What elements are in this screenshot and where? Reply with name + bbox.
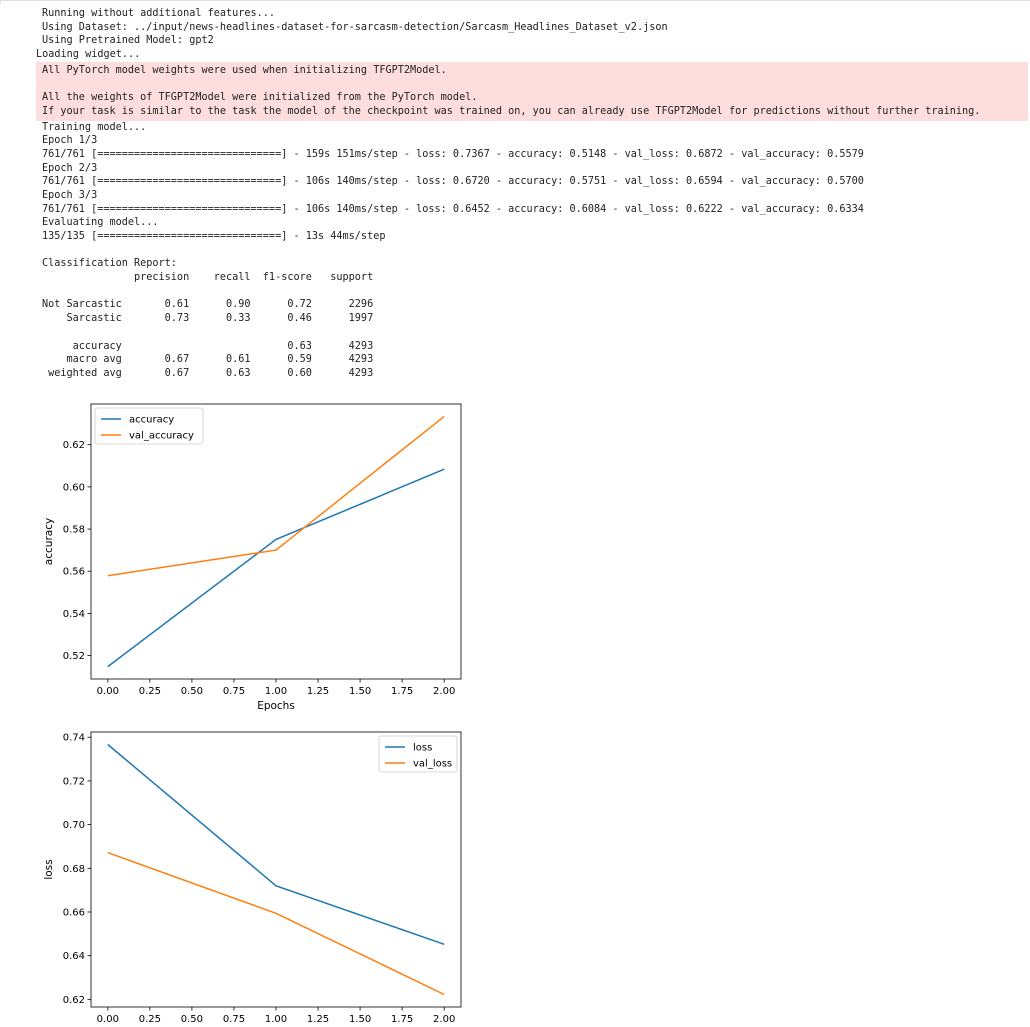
x-tick-label: 1.00 (265, 686, 287, 697)
log-line: Using Dataset: ../input/news-headlines-d… (42, 21, 668, 33)
accuracy-chart: 0.00 0.25 0.50 0.75 1.00 1.25 1.50 1.75 2.00 0.52… (43, 403, 462, 712)
log-line: 761/761 [==============================]… (42, 203, 864, 215)
report-row: accuracy 0.63 4293 (42, 340, 374, 352)
x-tick-label: 1.25 (307, 686, 329, 697)
report-row: weighted avg 0.67 0.63 0.60 4293 (42, 367, 374, 379)
series-line-val_loss (107, 851, 445, 996)
legend-box (94, 407, 204, 445)
y-tick-label: 0.70 (63, 820, 85, 831)
x-tick-label: 0.50 (181, 1014, 203, 1025)
log-line: Running without additional features... (42, 8, 276, 19)
x-tick-label: 2.00 (433, 686, 455, 697)
x-tick-label: 1.00 (265, 1014, 287, 1025)
stderr-line: If your task is similar to the task the … (42, 105, 981, 117)
x-tick-label: 1.75 (391, 686, 413, 697)
legend-label-val_loss: val_loss (413, 759, 452, 770)
log-line: 135/135 [==============================]… (42, 231, 386, 242)
x-tick-label: 1.50 (349, 686, 371, 697)
y-tick-label: 0.52 (63, 651, 85, 662)
y-tick-label: 0.72 (63, 776, 85, 787)
log-line: Epoch 1/3 (42, 135, 98, 147)
loss-chart: 0.00 0.25 0.50 0.75 1.00 1.25 1.50 1.75 2.00 0.62… (43, 731, 462, 1025)
y-tick-label: 0.58 (63, 525, 85, 536)
x-tick-label: 1.50 (349, 1014, 371, 1025)
log-line: 761/761 [==============================]… (42, 176, 864, 188)
legend-label-val_accuracy: val_accuracy (129, 431, 194, 442)
cell-output: Running without additional features... U… (0, 7, 1030, 381)
log-line: Training model... (42, 121, 147, 133)
y-tick-label: 0.62 (63, 440, 85, 451)
y-tick-label: 0.68 (63, 864, 85, 875)
series-line-accuracy (107, 468, 445, 668)
x-tick-label: 0.25 (139, 1014, 161, 1025)
stderr-output: All PyTorch model weights were used when… (36, 61, 1028, 121)
x-tick-label: 1.75 (391, 1014, 413, 1025)
classification-report: precision recall f1-score support Not Sa… (0, 271, 1030, 381)
report-row: macro avg 0.67 0.61 0.59 4293 (42, 354, 374, 366)
series-line-loss (107, 743, 445, 946)
stderr-line: All PyTorch model weights were used when… (42, 64, 447, 76)
log-line: Epoch 3/3 (42, 189, 98, 201)
log-line: Epoch 2/3 (42, 162, 98, 174)
x-tick-label: 0.75 (223, 1014, 245, 1025)
y-tick-label: 0.62 (63, 995, 85, 1006)
stderr-line (42, 77, 1028, 91)
y-axis-label: loss (43, 859, 55, 879)
y-tick-label: 0.74 (63, 733, 85, 744)
report-row: Not Sarcastic 0.61 0.90 0.72 2296 (42, 299, 374, 311)
log-line: 761/761 [==============================]… (42, 148, 864, 160)
log-line: Using Pretrained Model: gpt2 (42, 35, 214, 47)
y-tick-label: 0.56 (63, 567, 85, 578)
x-tick-label: 0.25 (139, 686, 161, 697)
plot-frame (90, 731, 462, 1008)
log-line (0, 244, 1030, 258)
stderr-line: All the weights of TFGPT2Model were init… (42, 92, 478, 104)
y-tick-label: 0.54 (63, 609, 85, 620)
log-line: Classification Report: (42, 258, 177, 270)
x-tick-label: 2.00 (433, 1014, 455, 1025)
x-axis-label: Epochs (257, 700, 295, 712)
report-header: precision recall f1-score support (42, 272, 374, 284)
series-line-val_accuracy (107, 415, 445, 577)
loading-widget-text: Loading widget... (36, 49, 141, 61)
y-tick-label: 0.60 (63, 482, 85, 493)
x-tick-label: 1.25 (307, 1014, 329, 1025)
x-tick-label: 0.50 (181, 686, 203, 697)
y-tick-label: 0.66 (63, 907, 85, 918)
report-row (42, 326, 1030, 340)
report-row: Sarcastic 0.73 0.33 0.46 1997 (42, 313, 374, 325)
y-axis-label: accuracy (43, 518, 55, 565)
y-tick-label: 0.64 (63, 951, 85, 962)
log-line: Evaluating model... (42, 217, 159, 229)
legend-label-accuracy: accuracy (129, 415, 174, 426)
cell-output-border (0, 0, 1030, 4)
x-tick-label: 0.00 (97, 686, 119, 697)
legend-label-loss: loss (413, 743, 432, 754)
x-tick-label: 0.75 (223, 686, 245, 697)
x-tick-label: 0.00 (97, 1014, 119, 1025)
